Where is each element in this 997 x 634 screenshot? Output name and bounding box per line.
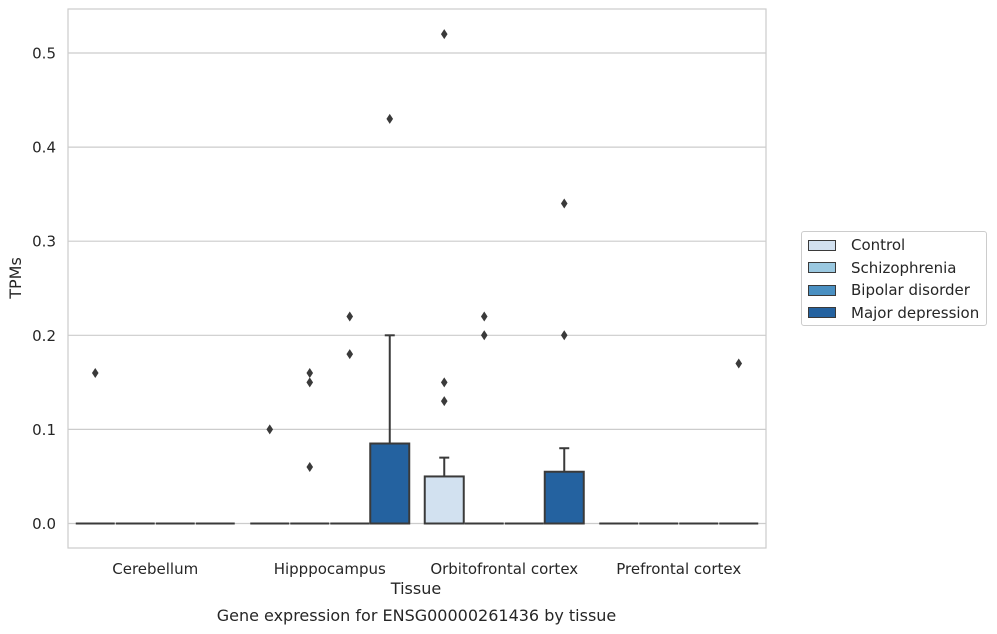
legend-item: Major depression	[808, 304, 979, 322]
x-tick-label: Orbitofrontal cortex	[430, 560, 578, 578]
box-schizophrenia	[290, 367, 330, 525]
outlier-point	[480, 311, 488, 322]
legend-label: Control	[851, 236, 906, 254]
y-tick-label: 0.1	[32, 421, 56, 439]
y-axis-ticks: 0.0 0.1 0.2 0.3 0.4 0.5	[32, 45, 56, 534]
outlier-point	[560, 198, 568, 209]
box-major-depression	[543, 198, 585, 525]
outlier-point	[346, 349, 354, 360]
outlier-point	[480, 330, 488, 341]
box	[423, 475, 465, 525]
y-tick-label: 0.5	[32, 45, 56, 63]
y-tick-label: 0.4	[32, 139, 56, 157]
legend-label: Major depression	[851, 303, 980, 322]
box-bipolar-disorder	[330, 311, 370, 525]
outlier-point	[346, 311, 354, 322]
x-axis-ticks: Cerebellum Hipppocampus Orbitofrontal cort…	[112, 560, 741, 578]
grid-lines	[68, 52, 766, 525]
x-tick-label: Hipppocampus	[274, 560, 386, 578]
legend-swatch	[808, 239, 836, 251]
outlier-point	[560, 330, 568, 341]
box-control	[250, 424, 290, 525]
outlier-point	[91, 367, 99, 378]
plot-frame	[67, 8, 767, 549]
box-major-depression	[719, 358, 759, 525]
legend-swatch	[808, 284, 836, 296]
legend-swatch	[808, 262, 836, 273]
legend: Control Schizophrenia Bipolar disorder Majo…	[801, 231, 987, 326]
y-tick-label: 0.3	[32, 233, 56, 251]
legend-item: Control	[808, 236, 905, 254]
outlier-point	[440, 377, 448, 388]
legend-item: Schizophrenia	[808, 259, 956, 277]
legend-label: Bipolar disorder	[851, 281, 970, 299]
box	[543, 470, 585, 525]
y-tick-label: 0.2	[32, 327, 56, 345]
legend-item: Bipolar disorder	[808, 281, 970, 299]
legend-swatch	[808, 307, 836, 318]
x-axis-label: Tissue	[390, 579, 441, 598]
plot-marks	[75, 29, 759, 525]
x-tick-label: Prefrontal cortex	[616, 560, 741, 578]
y-tick-label: 0.0	[32, 515, 56, 533]
outlier-point	[440, 396, 448, 407]
legend-label: Schizophrenia	[851, 258, 957, 277]
outlier-point	[306, 462, 314, 473]
box-major-depression	[369, 113, 411, 525]
chart-caption: Gene expression for ENSG00000261436 by t…	[216, 606, 617, 625]
outlier-point	[306, 377, 314, 388]
outlier-point	[386, 113, 394, 124]
box	[369, 442, 411, 525]
outlier-point	[306, 367, 314, 378]
y-axis-label: TPMs	[6, 257, 25, 300]
x-tick-label: Cerebellum	[112, 560, 198, 578]
box-control	[75, 367, 115, 525]
outlier-point	[735, 358, 743, 369]
outlier-point	[266, 424, 274, 435]
box-schizophrenia	[464, 311, 504, 525]
outlier-point	[440, 29, 448, 40]
box-control	[423, 29, 465, 525]
